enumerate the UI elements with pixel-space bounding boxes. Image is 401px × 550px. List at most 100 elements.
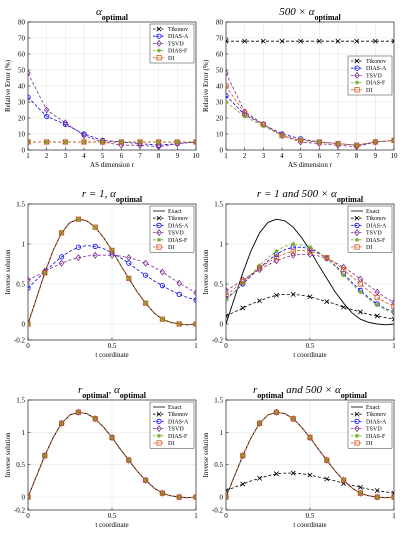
- legend-label-exact: Exact: [168, 405, 182, 411]
- point-dias-f: [119, 139, 124, 145]
- point-di: [174, 139, 180, 145]
- legend-label-tikonov: Tikonov: [366, 216, 386, 222]
- x-tick-label: 3: [64, 152, 68, 160]
- series-line-di: [28, 411, 196, 499]
- y-tick-label: 1: [220, 240, 224, 248]
- legend-marker-tsvd: [156, 425, 162, 433]
- x-tick-label: 0: [224, 512, 228, 520]
- point-tsvd: [316, 140, 323, 148]
- point-tikonov: [391, 38, 394, 44]
- y-axis-label: Inverse solution: [4, 432, 12, 477]
- point-dias-a: [28, 285, 31, 291]
- x-tick-label: 6: [318, 152, 322, 160]
- legend-marker-dias-a: [156, 33, 162, 39]
- point-di: [159, 490, 165, 496]
- chart-title: roptimal and 500 × αoptimal: [253, 384, 368, 400]
- legend-label-dias-a: DIAS-A: [168, 223, 189, 229]
- legend-marker-tsvd: [354, 71, 360, 79]
- legend-marker-di: [156, 244, 162, 250]
- point-tsvd: [193, 289, 196, 297]
- legend-label-di: DI: [168, 441, 174, 447]
- point-di: [142, 300, 149, 306]
- series-group: [226, 218, 394, 326]
- series-line-dias-a: [28, 96, 196, 146]
- legend-label-dias-f: DIAS-F: [366, 434, 386, 440]
- point-di: [109, 247, 115, 253]
- legend-marker-dias-f: [156, 433, 162, 438]
- x-tick-label: 10: [193, 152, 201, 160]
- point-dias-f: [358, 289, 363, 295]
- point-di: [44, 139, 50, 145]
- point-di: [354, 142, 360, 148]
- point-di: [374, 494, 380, 500]
- point-tikonov: [341, 304, 347, 310]
- point-tsvd: [391, 298, 394, 306]
- point-tikonov: [242, 38, 248, 44]
- point-dias-f: [126, 457, 131, 463]
- point-dias-a: [176, 291, 182, 297]
- point-tsvd: [28, 276, 31, 284]
- y-tick-label: 0: [220, 320, 224, 328]
- point-tikonov: [298, 38, 304, 44]
- chart-panel-1: 1 2 3 4 5 6 7 8 9 10 0 10 20 30 40 50 60 70 80 AS dimension…: [4, 6, 200, 169]
- point-tsvd: [226, 286, 229, 294]
- point-tsvd: [75, 254, 82, 262]
- legend-marker-tikonov: [354, 58, 360, 64]
- legend-label-tikonov: Tikonov: [168, 27, 188, 33]
- x-tick-label: 8: [355, 152, 359, 160]
- x-tick-label: 8: [157, 152, 161, 160]
- point-dias-f: [193, 494, 196, 500]
- series-group: [226, 408, 394, 501]
- y-tick-label: 50: [216, 66, 224, 74]
- point-di: [307, 434, 313, 441]
- legend-label-di: DI: [168, 56, 174, 62]
- x-tick-label: 3: [262, 152, 266, 160]
- point-tikonov: [226, 38, 229, 44]
- legend-marker-dias-a: [354, 222, 360, 228]
- legend-label-di: DI: [366, 441, 372, 447]
- legend-label-dias-a: DIAS-A: [366, 419, 387, 425]
- point-dias-f: [324, 256, 329, 261]
- point-di: [240, 453, 246, 459]
- point-tsvd: [81, 132, 87, 140]
- legend-label-dias-a: DIAS-A: [168, 34, 189, 40]
- point-di: [156, 139, 162, 145]
- point-dias-f: [177, 494, 182, 500]
- point-tikonov: [357, 309, 363, 315]
- point-tikonov: [374, 488, 380, 494]
- point-tsvd: [62, 119, 69, 127]
- point-dias-f: [240, 453, 245, 458]
- point-di: [81, 139, 87, 145]
- point-dias-f: [226, 297, 229, 303]
- point-di: [193, 321, 196, 327]
- x-tick-label: 0.5: [306, 512, 315, 520]
- chart-panel-2: 1 2 3 4 5 6 7 8 9 10 0 10 20 30 40 50 60 70 80 AS dimension…: [202, 6, 398, 169]
- x-tick-label: 1: [194, 342, 198, 350]
- series-line-di: [28, 218, 196, 326]
- point-tikonov: [226, 313, 229, 319]
- y-tick-label: 0.5: [16, 461, 25, 469]
- point-tikonov: [257, 475, 263, 481]
- legend-label-dias-f: DIAS-F: [168, 238, 188, 244]
- x-tick-label: 9: [374, 152, 378, 160]
- point-tsvd: [155, 143, 162, 150]
- point-di: [126, 275, 132, 282]
- legend-label-tikonov: Tikonov: [168, 216, 188, 222]
- y-axis-label: Inverse solution: [202, 432, 210, 477]
- x-tick-label: 1: [224, 152, 228, 160]
- chart-title: αoptimal: [96, 6, 129, 22]
- y-tick-label: 20: [216, 114, 224, 122]
- point-di: [242, 110, 248, 116]
- point-di: [391, 494, 394, 500]
- x-tick-label: 0.5: [306, 342, 315, 350]
- point-dias-a: [92, 243, 98, 249]
- point-di: [256, 420, 263, 426]
- point-di: [298, 137, 304, 143]
- point-di: [290, 248, 296, 254]
- legend-label-tsvd: TSVD: [366, 231, 382, 237]
- point-tsvd: [159, 268, 166, 276]
